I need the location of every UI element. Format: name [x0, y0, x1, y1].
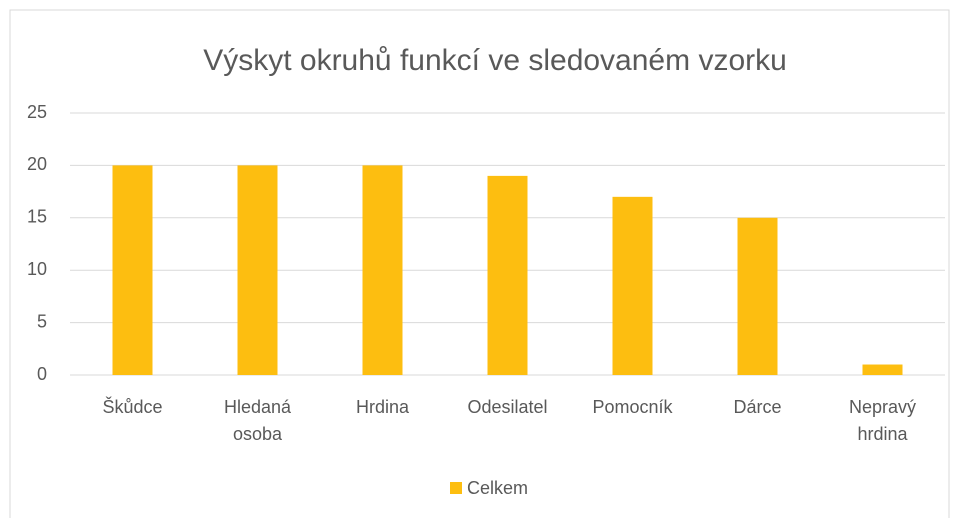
x-tick-label: Dárce [733, 397, 782, 417]
bar [362, 165, 403, 375]
x-tick-label: Nepravý hrdina [848, 397, 917, 444]
chart-title: Výskyt okruhů funkcí ve sledovaném vzork… [203, 44, 787, 77]
x-tick-label: Škůdce [102, 397, 163, 417]
x-tick-label: Pomocník [592, 397, 673, 417]
x-tick-label: Hrdina [355, 397, 410, 417]
bar [487, 175, 528, 375]
y-tick-label: 10 [27, 259, 47, 279]
y-tick-label: 15 [27, 207, 47, 227]
legend-swatch [450, 482, 462, 494]
bar [612, 196, 653, 375]
bar [862, 364, 903, 375]
bar [737, 217, 778, 375]
x-tick-label: Hledaná osoba [223, 397, 292, 444]
y-tick-label: 20 [27, 154, 47, 174]
y-tick-label: 25 [27, 102, 47, 122]
y-tick-label: 5 [37, 311, 47, 331]
bar [237, 165, 278, 375]
legend-label: Celkem [467, 478, 528, 498]
bar [112, 165, 153, 375]
x-tick-label: Odesilatel [467, 397, 548, 417]
chart-frame [9, 9, 950, 518]
y-tick-label: 0 [37, 364, 47, 384]
